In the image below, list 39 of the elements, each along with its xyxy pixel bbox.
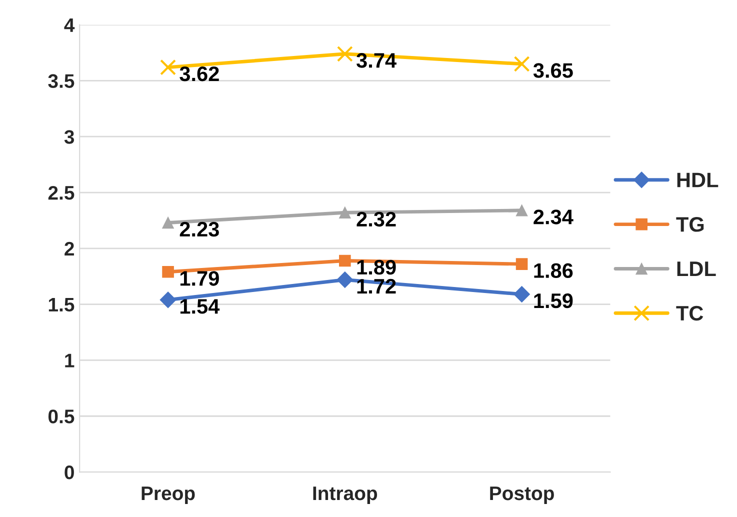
legend-label: TG bbox=[676, 217, 704, 232]
point bbox=[516, 204, 528, 216]
point bbox=[339, 206, 351, 219]
y-tick-label: 3 bbox=[64, 130, 74, 144]
data-label: 2.34 bbox=[534, 210, 574, 224]
data-label: 2.32 bbox=[356, 212, 396, 227]
data-label: 2.23 bbox=[180, 222, 219, 237]
point bbox=[162, 266, 174, 278]
point bbox=[516, 258, 528, 270]
data-label: 1.59 bbox=[534, 293, 573, 308]
point bbox=[160, 292, 176, 308]
data-label: 3.65 bbox=[533, 63, 573, 78]
legend-label: TC bbox=[676, 306, 704, 321]
point bbox=[160, 59, 176, 76]
point bbox=[336, 46, 353, 62]
x-tick-label: Preop bbox=[142, 486, 195, 504]
y-tick-label: 0.5 bbox=[48, 410, 74, 424]
y-tick-label: 4 bbox=[64, 18, 75, 32]
point bbox=[162, 216, 174, 229]
point bbox=[514, 56, 530, 72]
x-tick-label: Intraop bbox=[313, 486, 378, 504]
y-tick-label: 2 bbox=[64, 242, 74, 256]
data-label: 1.54 bbox=[180, 299, 220, 314]
data-label: 1.89 bbox=[357, 260, 396, 275]
data-label: 1.79 bbox=[180, 271, 219, 286]
legend-label: LDL bbox=[677, 262, 716, 276]
y-tick-label: 0 bbox=[64, 465, 74, 480]
y-tick-label: 1.5 bbox=[48, 298, 74, 312]
data-label: 3.62 bbox=[180, 66, 219, 82]
data-label: 1.86 bbox=[534, 263, 573, 278]
x-tick-label: Postop bbox=[490, 486, 554, 504]
y-tick-label: 1 bbox=[65, 354, 74, 368]
y-tick-label: 3.5 bbox=[48, 74, 74, 88]
legend-label: HDL bbox=[677, 172, 718, 188]
y-tick-label: 2.5 bbox=[48, 186, 74, 200]
point bbox=[336, 272, 354, 288]
point bbox=[514, 286, 530, 302]
data-label: 3.74 bbox=[356, 53, 396, 68]
point bbox=[339, 254, 351, 267]
